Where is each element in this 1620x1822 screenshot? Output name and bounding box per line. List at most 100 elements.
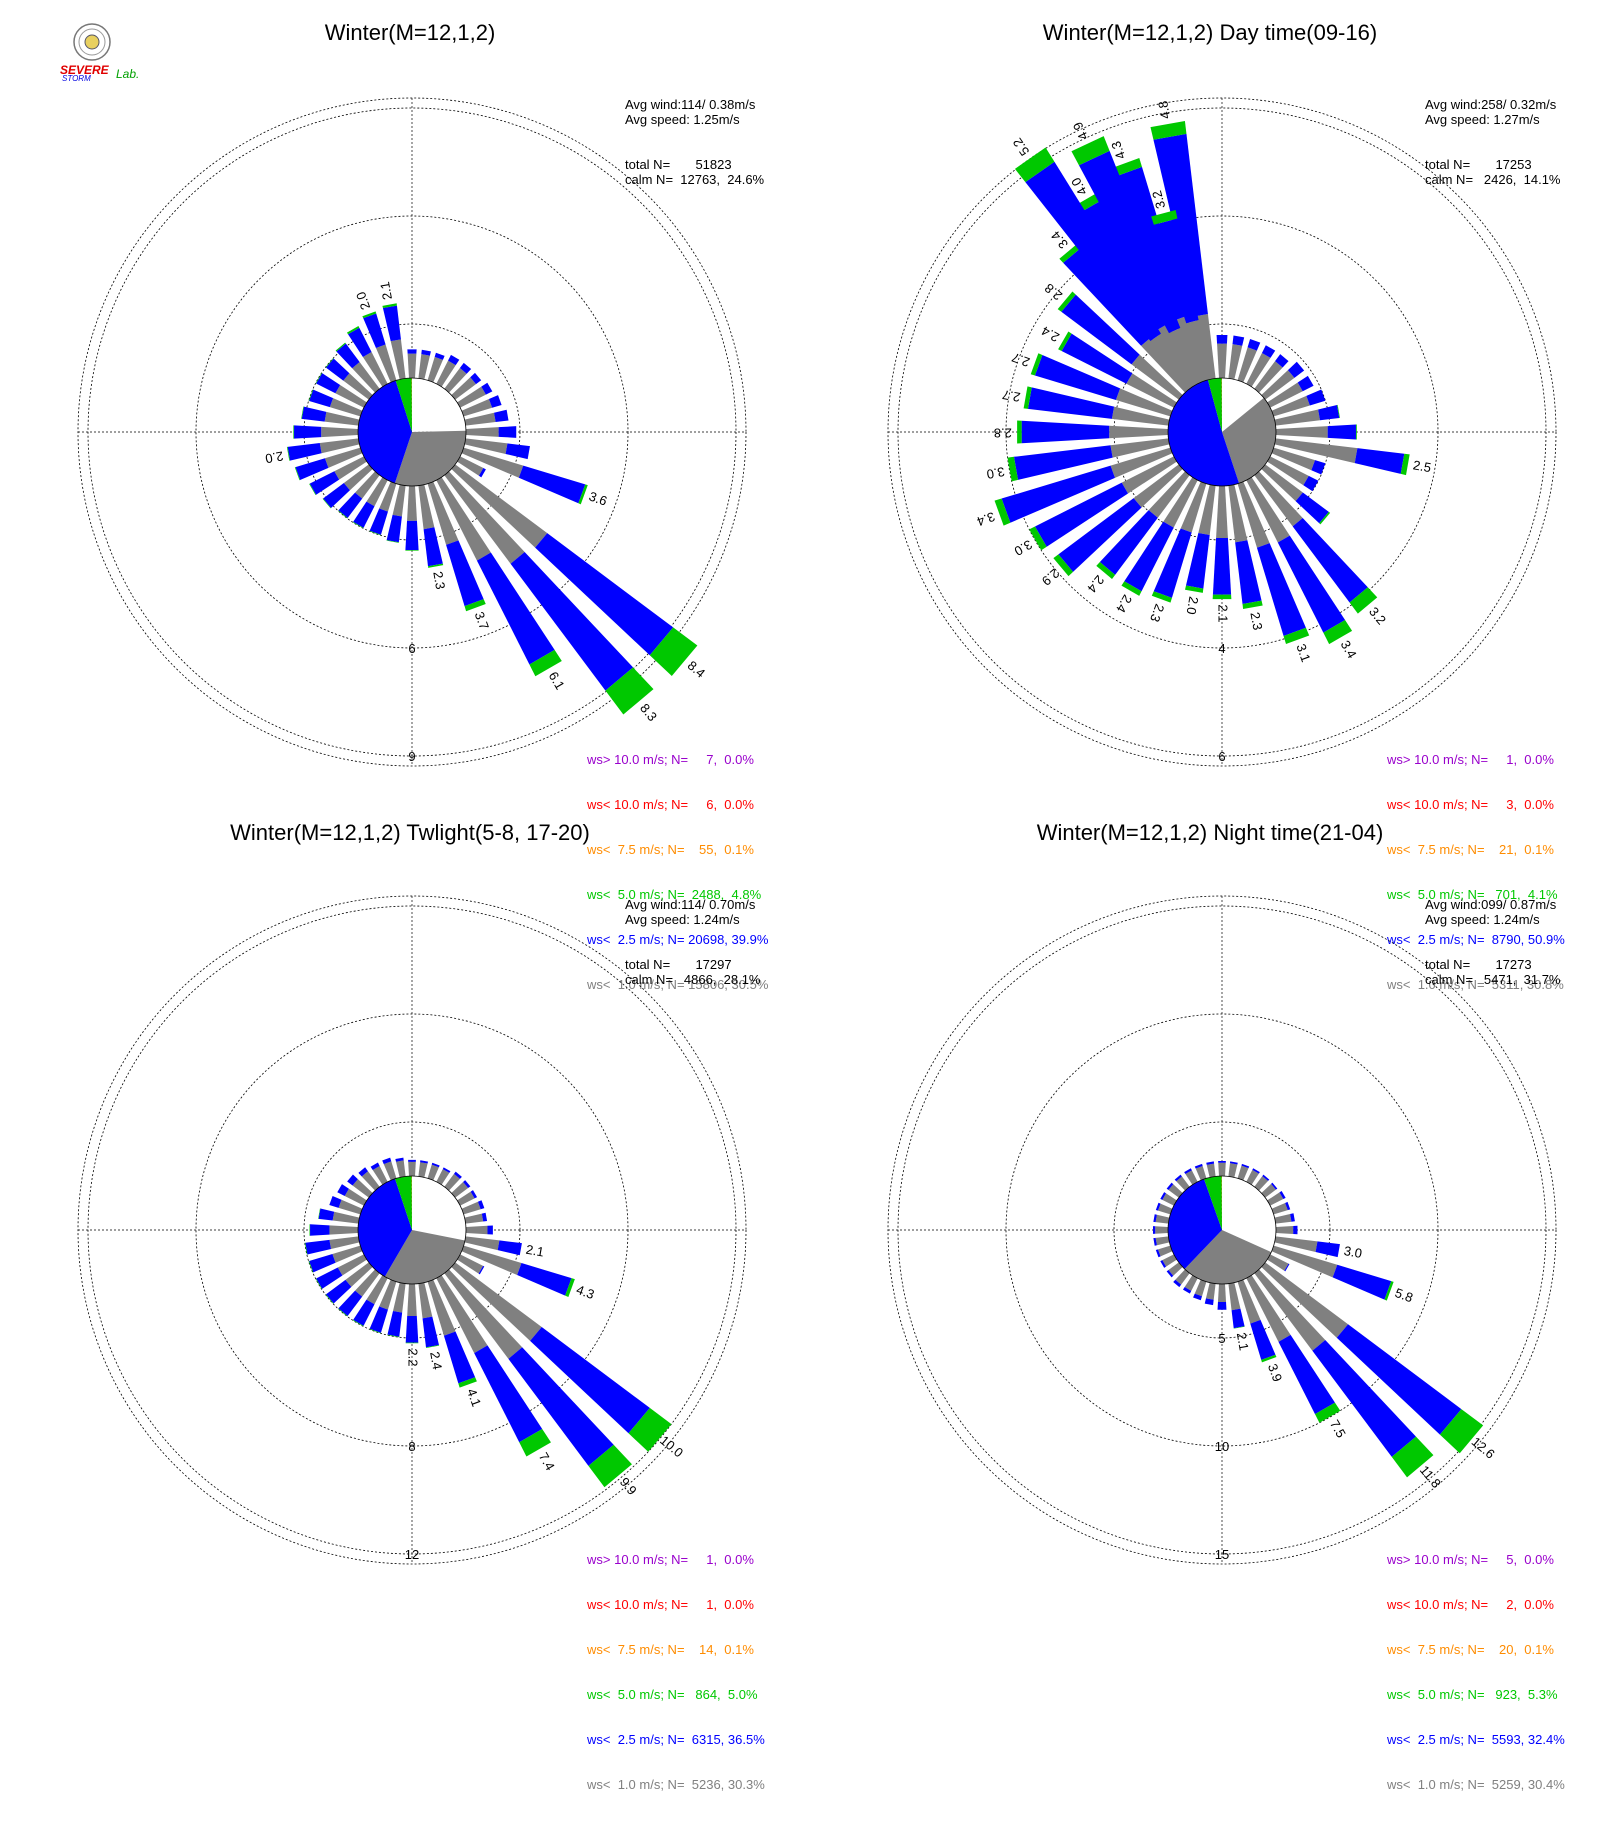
value-label: 3.1 xyxy=(1293,642,1313,664)
petal-lt2_5 xyxy=(319,1209,335,1221)
petal-lt1 xyxy=(407,1284,417,1316)
value-label: 2.1 xyxy=(1216,604,1231,622)
petal-lt2_5 xyxy=(387,1311,402,1337)
petal-lt2_5 xyxy=(407,349,416,353)
petal-lt1 xyxy=(428,1165,439,1181)
petal-lt1 xyxy=(1218,1284,1226,1302)
petal-lt2_5 xyxy=(423,1317,439,1348)
petal-lt1 xyxy=(462,1202,481,1215)
windrose-plot: 48122.14.310.09.97.44.12.42.2 xyxy=(0,820,810,1640)
petal-lt2_5 xyxy=(1355,448,1405,474)
petal-lt5 xyxy=(406,1343,419,1344)
petal-lt2_5 xyxy=(1333,1265,1392,1300)
value-label: 2.0 xyxy=(353,290,373,312)
value-label: 11.8 xyxy=(1417,1463,1444,1491)
petal-lt2_5 xyxy=(424,527,443,566)
petal-lt2_5 xyxy=(1186,533,1210,589)
petal-lt2_5 xyxy=(288,443,322,461)
value-label: 9.9 xyxy=(617,1474,640,1497)
value-label: 2.4 xyxy=(1084,572,1107,595)
value-label: 2.9 xyxy=(1039,566,1062,589)
petal-lt2_5 xyxy=(309,390,333,408)
petal-lt1 xyxy=(408,1162,416,1176)
petal-lt5 xyxy=(1213,595,1232,600)
value-label: 2.2 xyxy=(406,1348,421,1366)
petal-lt1 xyxy=(466,427,499,437)
value-label: 8.4 xyxy=(685,658,708,681)
petal-lt2_5 xyxy=(1153,1226,1155,1234)
value-label: 5.8 xyxy=(1393,1285,1415,1305)
value-label: 7.5 xyxy=(1327,1417,1349,1440)
value-label: 2.3 xyxy=(1247,611,1265,631)
petal-lt1 xyxy=(1207,1164,1216,1178)
petal-lt2_5 xyxy=(310,1224,329,1235)
petal-lt2_5 xyxy=(383,306,401,342)
legend-lt7_5: ws< 7.5 m/s; N= 20, 0.1% xyxy=(1387,1642,1565,1657)
petal-lt2_5 xyxy=(517,1263,571,1296)
petal-lt2_5 xyxy=(1318,405,1339,420)
value-label: 3.2 xyxy=(1149,189,1168,210)
petal-lt1 xyxy=(1196,1166,1207,1180)
value-label: 3.2 xyxy=(1366,604,1389,627)
petal-lt1 xyxy=(1216,486,1228,538)
value-label: 2.7 xyxy=(1001,387,1021,405)
petal-lt1 xyxy=(1109,426,1168,439)
petal-lt1 xyxy=(321,427,358,437)
legend-lt1: ws< 1.0 m/s; N= 5259, 30.4% xyxy=(1387,1777,1565,1792)
value-label: 2.1 xyxy=(1234,1331,1252,1351)
value-label: 7.4 xyxy=(536,1450,558,1473)
value-label: 3.6 xyxy=(587,488,609,508)
petal-lt1 xyxy=(1206,1283,1216,1300)
petal-lt2_5 xyxy=(1316,1241,1340,1257)
value-label: 3.0 xyxy=(985,464,1005,482)
petal-lt2_5 xyxy=(1022,421,1110,443)
petal-lt1 xyxy=(466,1226,488,1234)
petal-lt1 xyxy=(384,1161,397,1180)
petal-lt2_5 xyxy=(309,1254,335,1272)
value-label: 4.9 xyxy=(1070,120,1091,143)
value-label: 2.8 xyxy=(994,426,1012,441)
petal-lt2_5 xyxy=(1232,1309,1245,1329)
value-label: 5.2 xyxy=(1010,135,1033,158)
windrose-plot: 2465.24.93.22.53.23.43.12.32.12.02.32.42… xyxy=(810,0,1620,820)
value-label: 2.3 xyxy=(1147,602,1167,624)
legend-lt7_5: ws< 7.5 m/s; N= 14, 0.1% xyxy=(587,1642,765,1657)
value-label: 3.4 xyxy=(1338,638,1360,661)
windrose-figure: SEVERE STORM Lab. Winter(M=12,1,2) Avg w… xyxy=(0,0,1620,1640)
value-label: 3.0 xyxy=(1343,1243,1363,1261)
petal-lt1 xyxy=(1228,1163,1237,1177)
value-label: 2.1 xyxy=(525,1242,545,1260)
value-label: 2.4 xyxy=(1113,592,1135,615)
petal-lt1 xyxy=(1272,1203,1288,1214)
petal-lt2_5 xyxy=(370,508,388,534)
petal-lt1 xyxy=(1238,1166,1249,1181)
petal-lt1 xyxy=(329,1225,358,1234)
petal-lt1 xyxy=(465,1214,484,1224)
petal-lt2_5 xyxy=(305,1240,331,1255)
petal-lt5 xyxy=(1356,424,1357,439)
pie-calm xyxy=(412,378,466,432)
petal-lt2_5 xyxy=(1328,425,1356,440)
petal-lt1 xyxy=(1158,1246,1172,1257)
value-label: 4.3 xyxy=(574,1282,596,1302)
petal-lt2_5 xyxy=(408,1160,416,1162)
pie-calm xyxy=(412,1176,466,1240)
value-label: 6.1 xyxy=(546,669,568,692)
value-label: 2.8 xyxy=(1042,280,1065,303)
petal-lt1 xyxy=(418,1162,427,1177)
petal-lt1 xyxy=(333,1212,360,1224)
petal-lt1 xyxy=(1218,1163,1226,1176)
petal-lt2_5 xyxy=(519,466,585,504)
value-label: 3.7 xyxy=(472,610,492,632)
petal-lt1 xyxy=(1155,1226,1168,1233)
petal-lt1 xyxy=(1156,1236,1170,1245)
petal-lt2_5 xyxy=(506,443,530,459)
value-label: 2.0 xyxy=(1184,595,1202,615)
petal-lt2_5 xyxy=(1217,335,1228,344)
petal-lt1 xyxy=(1156,1215,1170,1224)
petal-lt2_5 xyxy=(1218,1302,1227,1310)
petal-lt1 xyxy=(396,1160,406,1177)
windrose-panel-twilight: Winter(M=12,1,2) Twlight(5-8, 17-20) Avg… xyxy=(0,820,810,1640)
petal-lt2_5 xyxy=(498,1240,522,1255)
